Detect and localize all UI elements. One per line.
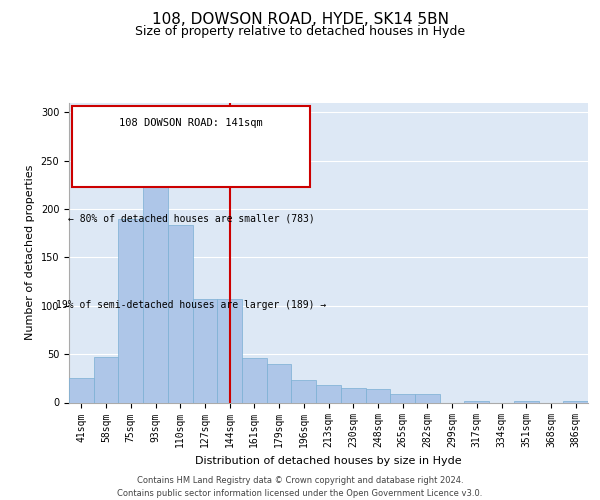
Text: 19% of semi-detached houses are larger (189) →: 19% of semi-detached houses are larger (… [56,300,326,310]
Bar [193,299,217,403]
Bar [390,394,415,402]
Y-axis label: Number of detached properties: Number of detached properties [25,165,35,340]
Bar [217,299,242,403]
X-axis label: Distribution of detached houses by size in Hyde: Distribution of detached houses by size … [195,456,462,466]
Bar [94,357,118,403]
Bar [69,378,94,402]
Bar [464,400,489,402]
FancyBboxPatch shape [71,106,310,186]
Text: Contains HM Land Registry data © Crown copyright and database right 2024.
Contai: Contains HM Land Registry data © Crown c… [118,476,482,498]
Text: Size of property relative to detached houses in Hyde: Size of property relative to detached ho… [135,25,465,38]
Bar [316,385,341,402]
Bar [292,380,316,402]
Text: 108 DOWSON ROAD: 141sqm: 108 DOWSON ROAD: 141sqm [119,118,263,128]
Text: 108, DOWSON ROAD, HYDE, SK14 5BN: 108, DOWSON ROAD, HYDE, SK14 5BN [151,12,449,28]
Bar [514,400,539,402]
Bar [143,168,168,402]
Bar [365,389,390,402]
Bar [118,218,143,402]
Bar [415,394,440,402]
Bar [168,226,193,402]
Bar [563,400,588,402]
Text: ← 80% of detached houses are smaller (783): ← 80% of detached houses are smaller (78… [68,214,314,224]
Bar [341,388,365,402]
Bar [267,364,292,403]
Bar [242,358,267,403]
